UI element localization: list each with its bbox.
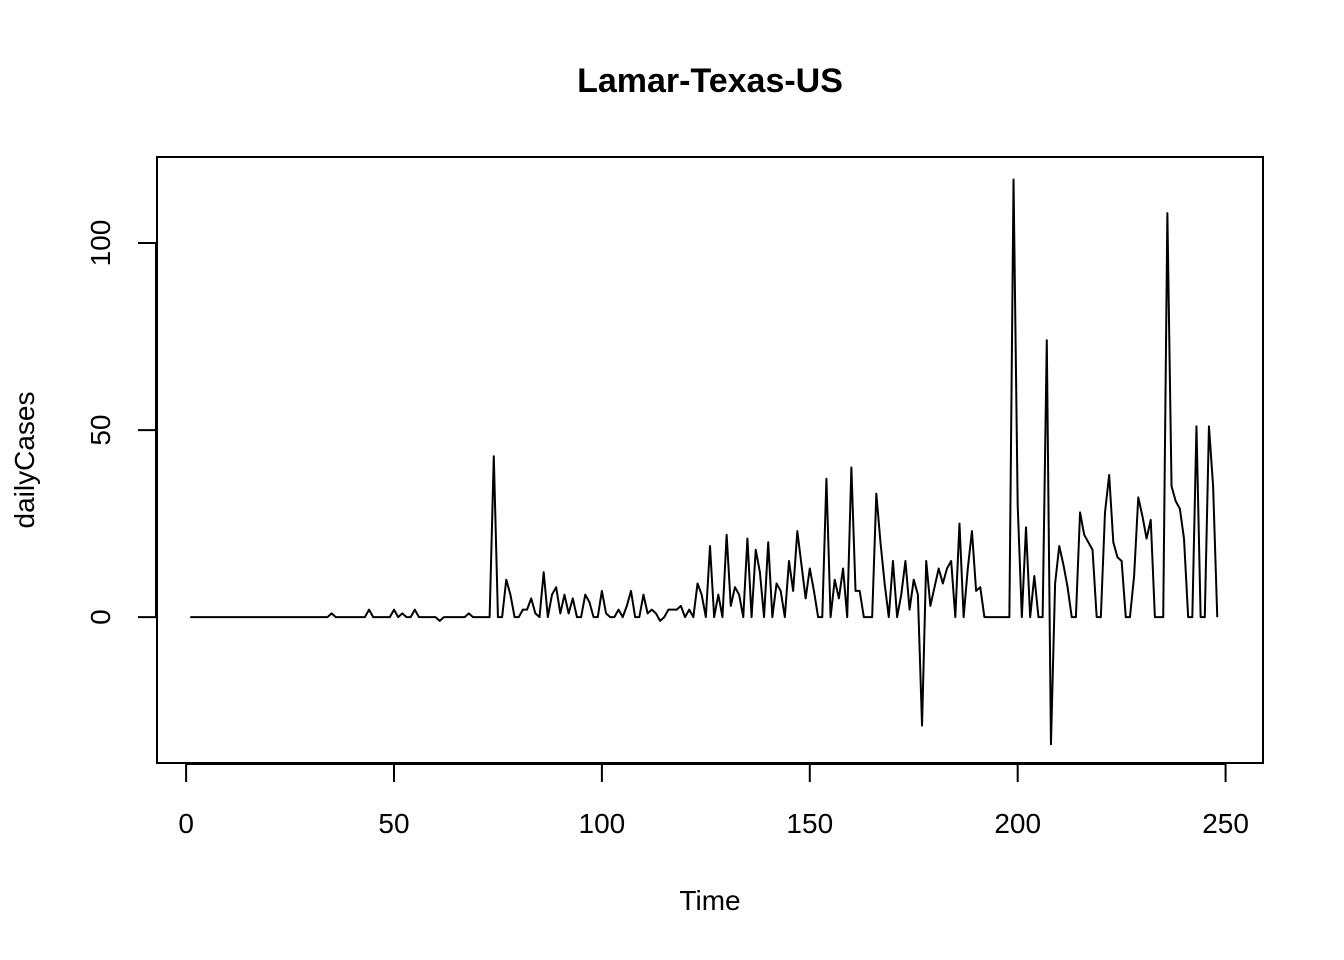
- x-axis: 0 50 100 150 200 250: [178, 763, 1249, 839]
- plot-frame: [156, 156, 1264, 764]
- x-tick-label: 0: [178, 808, 194, 839]
- x-tick-label: 250: [1202, 808, 1249, 839]
- x-tick-label: 100: [579, 808, 626, 839]
- y-axis-label: dailyCases: [9, 392, 40, 529]
- plot-area: [190, 178, 1219, 746]
- chart-title: Lamar-Texas-US: [577, 62, 843, 100]
- series-line: [190, 178, 1219, 746]
- y-axis: 0 50 100: [85, 220, 157, 625]
- x-tick-label: 150: [786, 808, 833, 839]
- y-tick-label: 0: [85, 609, 116, 625]
- x-tick-label: 50: [378, 808, 409, 839]
- x-axis-label: Time: [679, 885, 740, 916]
- y-tick-label: 100: [85, 220, 116, 267]
- x-tick-label: 200: [994, 808, 1041, 839]
- y-tick-label: 50: [85, 414, 116, 445]
